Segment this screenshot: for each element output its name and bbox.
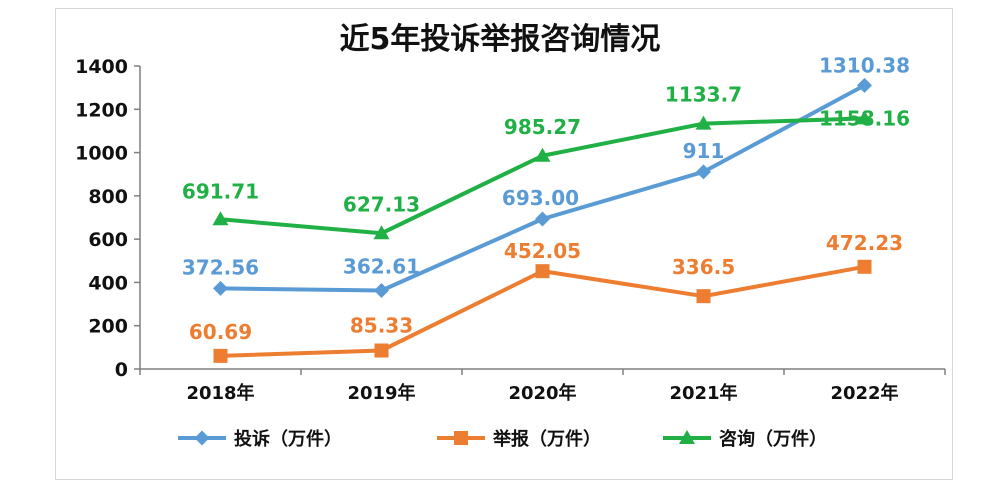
- legend-marker-consult: [679, 430, 695, 444]
- legend-label-consult: 咨询（万件）: [719, 428, 827, 450]
- data-label-report: 336.5: [672, 255, 735, 279]
- y-tick-label: 1200: [75, 99, 128, 121]
- y-tick-label: 600: [88, 229, 128, 251]
- data-point-consult: [534, 147, 551, 162]
- x-tick-label: 2021年: [669, 382, 737, 404]
- y-tick-label: 1400: [75, 56, 128, 78]
- data-point-report: [374, 343, 389, 358]
- data-point-report: [696, 289, 711, 304]
- data-label-consult: 985.27: [504, 115, 581, 139]
- data-label-report: 472.23: [826, 231, 903, 255]
- data-point-complaint: [213, 280, 228, 296]
- x-tick-label: 2019年: [347, 382, 415, 404]
- legend-marker-complaint: [194, 430, 210, 446]
- y-tick-label: 200: [88, 316, 128, 338]
- data-label-consult: 1158.16: [819, 106, 910, 130]
- data-label-complaint: 372.56: [182, 255, 259, 279]
- data-labels: 372.56 362.61 693.00 911 1310.38 60.69 85.33 45…: [182, 53, 910, 343]
- data-label-complaint: 693.00: [502, 186, 579, 210]
- data-label-report: 452.05: [504, 239, 581, 263]
- data-point-report: [213, 348, 228, 363]
- data-point-complaint: [535, 211, 550, 227]
- x-tick-label: 2020年: [508, 382, 576, 404]
- data-point-complaint: [374, 283, 389, 299]
- y-tick-label: 1000: [75, 143, 128, 165]
- chart-frame: [55, 8, 953, 480]
- data-label-complaint: 911: [683, 139, 725, 163]
- data-point-consult: [856, 110, 873, 125]
- axes: 0 200 400 600 800 1000 1200 1400 2018年 2019年 2020年…: [75, 56, 946, 404]
- data-point-consult: [695, 115, 712, 130]
- data-point-report: [857, 259, 872, 274]
- data-label-complaint: 1310.38: [819, 53, 910, 77]
- data-label-consult: 691.71: [182, 179, 259, 203]
- legend-label-complaint: 投诉（万件）: [234, 428, 342, 450]
- data-point-consult: [212, 211, 229, 226]
- y-tick-label: 400: [88, 272, 128, 294]
- data-point-report: [535, 264, 550, 279]
- chart-title: 近5年投诉举报咨询情况: [340, 22, 661, 57]
- legend-label-report: 举报（万件）: [492, 428, 601, 450]
- data-label-consult: 1133.7: [665, 83, 742, 107]
- series-line-report: [218, 264, 867, 358]
- y-tick-label: 0: [115, 359, 128, 381]
- y-tick-label: 800: [88, 186, 128, 208]
- data-label-report: 85.33: [350, 314, 413, 338]
- data-label-report: 60.69: [189, 320, 252, 344]
- x-tick-label: 2018年: [186, 382, 254, 404]
- x-tick-label: 2022年: [830, 382, 898, 404]
- legend-marker-report: [454, 431, 468, 445]
- data-point-consult: [373, 225, 390, 240]
- legend: 投诉（万件） 举报（万件） 咨询（万件）: [178, 428, 827, 450]
- data-label-complaint: 362.61: [343, 255, 420, 279]
- series-layer: [212, 77, 873, 363]
- data-point-complaint: [857, 77, 872, 93]
- data-label-consult: 627.13: [343, 192, 420, 216]
- data-point-complaint: [696, 164, 711, 180]
